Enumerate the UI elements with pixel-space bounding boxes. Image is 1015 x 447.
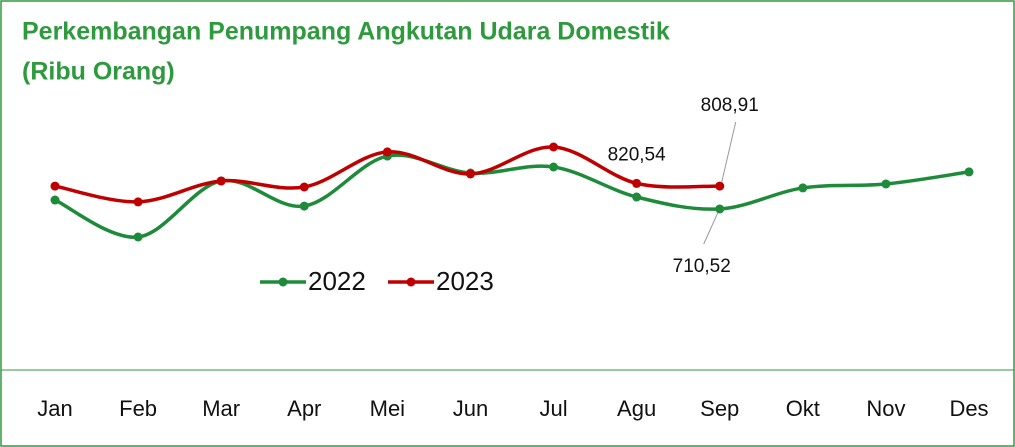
legend-marker: [406, 277, 416, 287]
chart-subtitle: (Ribu Orang): [22, 58, 175, 86]
data-point: [133, 232, 143, 242]
data-point: [881, 179, 891, 189]
x-tick-label: Jul: [539, 396, 567, 421]
data-label: 710,52: [673, 256, 731, 277]
data-label: 820,54: [608, 144, 667, 165]
x-tick-label: Nov: [866, 396, 905, 421]
series-line: [54, 153, 970, 239]
x-tick-label: Feb: [119, 396, 157, 421]
data-point: [133, 197, 143, 207]
x-tick-label: Jan: [37, 396, 72, 421]
x-tick-label: Okt: [786, 396, 820, 421]
data-point: [50, 181, 60, 191]
data-label: 808,91: [701, 95, 759, 116]
x-tick-label: Mar: [202, 396, 240, 421]
x-tick-label: Jun: [453, 396, 488, 421]
x-tick-label: Mei: [370, 396, 405, 421]
x-tick-label: Apr: [287, 396, 321, 421]
data-point: [299, 182, 309, 192]
data-point: [715, 204, 725, 214]
data-point: [964, 167, 974, 177]
data-point: [465, 169, 475, 179]
data-point: [216, 176, 226, 186]
data-point: [632, 192, 642, 202]
legend-label: 2022: [308, 266, 366, 296]
x-tick-label: Des: [949, 396, 988, 421]
data-point: [715, 181, 725, 191]
legend-label: 2023: [436, 266, 494, 296]
x-tick-label: Sep: [700, 396, 739, 421]
data-point: [632, 178, 642, 188]
chart-title: Perkembangan Penumpang Angkutan Udara Do…: [22, 18, 670, 46]
data-point: [798, 183, 808, 193]
x-tick-label: Agu: [617, 396, 656, 421]
leader-line: [703, 212, 719, 245]
leader-line: [721, 121, 737, 183]
data-point: [549, 162, 559, 172]
data-point: [50, 195, 60, 205]
legend-marker: [278, 277, 288, 287]
data-point: [549, 142, 559, 152]
data-point: [299, 201, 309, 211]
data-point: [382, 147, 392, 157]
